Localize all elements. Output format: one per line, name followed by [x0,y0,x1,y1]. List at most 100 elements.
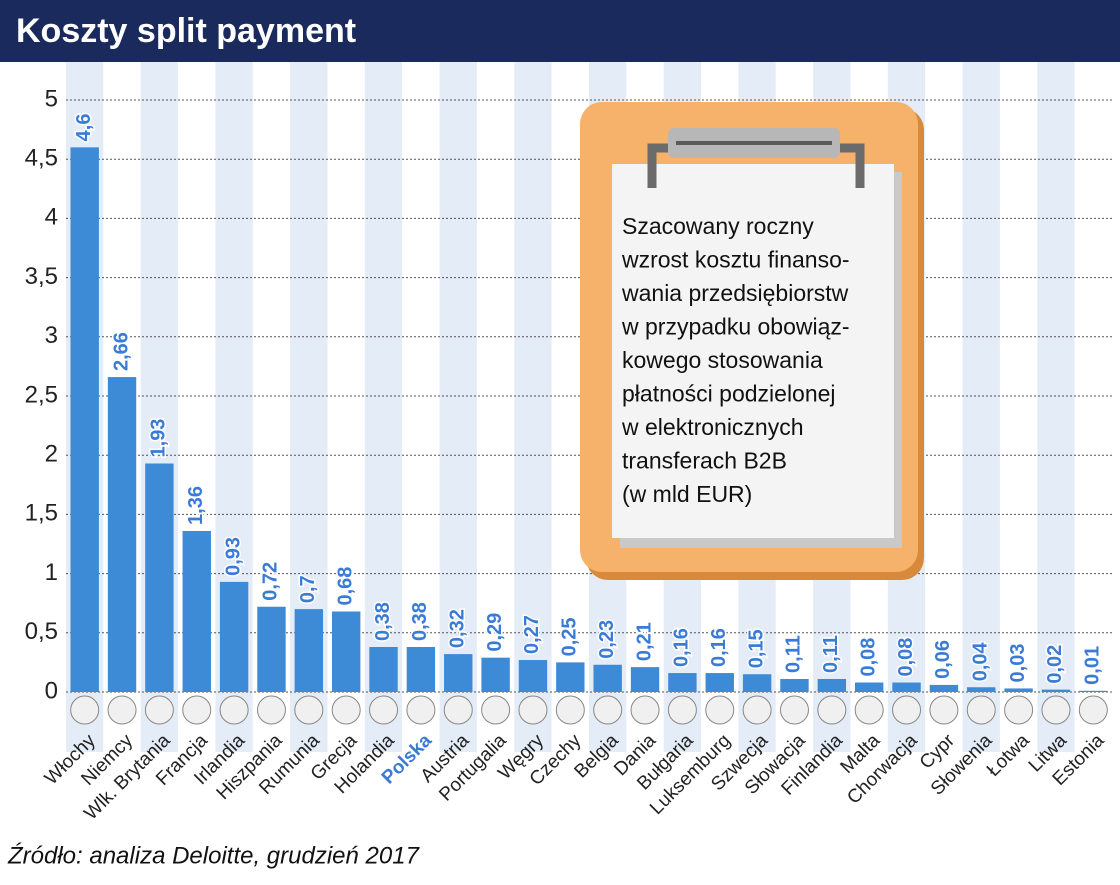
value-label: 0,01 [1082,646,1104,685]
bar [593,664,622,692]
value-label: 0,06 [932,640,954,679]
y-tick-label: 1 [45,559,58,586]
y-tick-label: 4,5 [25,145,58,172]
note-line: w elektronicznych [621,414,804,440]
stripe [1037,62,1075,752]
chart-title: Koszty split payment [16,12,356,50]
value-label: 0,38 [372,602,394,641]
note-line: Szacowany roczny [622,213,814,239]
value-label: 0,11 [783,635,805,673]
flag [705,695,735,725]
flag [593,695,623,725]
flag [817,695,847,725]
clipboard [580,102,924,580]
value-label: 0,32 [447,609,469,648]
bar [70,147,99,693]
flag [779,695,809,725]
flag [219,695,249,725]
bar [369,647,398,692]
flag [107,695,137,725]
bar [854,682,884,692]
source: Źródło: analiza Deloitte, grudzień 2017 [7,842,421,869]
value-label: 0,08 [857,638,879,677]
bar [705,673,734,692]
bar [967,687,996,692]
flag [929,695,959,725]
bar [630,667,660,692]
stripe [1074,62,1112,752]
value-label: 0,16 [708,628,730,667]
stripe [364,62,403,752]
value-label: 0,27 [521,615,543,654]
bar [892,682,921,692]
note-line: kowego stosowania [622,347,823,373]
flag [144,695,174,725]
bar [294,609,324,692]
flag [443,695,473,725]
value-label: 0,25 [559,617,581,656]
note-line: wzrost kosztu finanso- [621,247,850,273]
flag [182,695,212,725]
bar [182,530,211,692]
flag [70,695,100,725]
bar [257,606,286,692]
flag [294,695,324,725]
stripe-left [0,62,66,752]
stripe [439,62,477,752]
bar [1004,688,1033,692]
bar [518,660,548,692]
flag [518,695,548,725]
note-line: (w mld EUR) [622,481,752,507]
value-label: 0,03 [1007,644,1029,683]
flag [331,695,361,725]
flag [481,695,511,725]
y-tick-label: 3 [45,322,58,349]
stripe [402,62,440,752]
stripe [962,62,1000,752]
flag [1004,695,1034,725]
note-line: wania przedsiębiorstw [621,280,849,306]
note: Szacowany roczny wzrost kosztu finanso-wa… [621,213,850,507]
y-tick-label: 4 [45,204,58,231]
y-tick-label: 0 [45,677,58,704]
y-tick-label: 3,5 [25,263,58,290]
value-label: 0,7 [297,575,319,603]
flag [369,695,399,725]
flag [667,695,697,725]
value-label: 0,02 [1044,645,1066,684]
bar [406,647,436,692]
bar [742,674,772,692]
bar [444,654,473,692]
value-label: 2,66 [110,332,132,371]
bar [929,684,959,692]
bar [219,581,249,692]
value-label: 0,29 [484,613,506,652]
bar [668,673,697,692]
note-line: w przypadku obowiąz- [621,314,850,340]
value-label: 0,16 [671,628,693,667]
paper [612,164,894,538]
value-label: 0,68 [334,567,356,606]
bar [556,662,585,692]
bar [817,678,847,692]
value-label: 0,38 [409,602,431,641]
flag [256,695,286,725]
flag [406,695,436,725]
bar [107,377,137,692]
flag [854,695,884,725]
stripe [514,62,552,752]
value-label: 1,93 [148,419,170,458]
value-label: 0,15 [745,629,767,668]
stripe [476,62,515,752]
bar [1079,690,1108,692]
value-label: 4,6 [73,114,95,142]
bar [481,657,510,692]
value-label: 0,08 [895,638,917,677]
y-tick-label: 5 [45,85,58,112]
value-label: 0,93 [222,537,244,576]
y-tick-label: 2,5 [25,381,58,408]
bar [145,463,174,692]
bar [780,678,809,692]
